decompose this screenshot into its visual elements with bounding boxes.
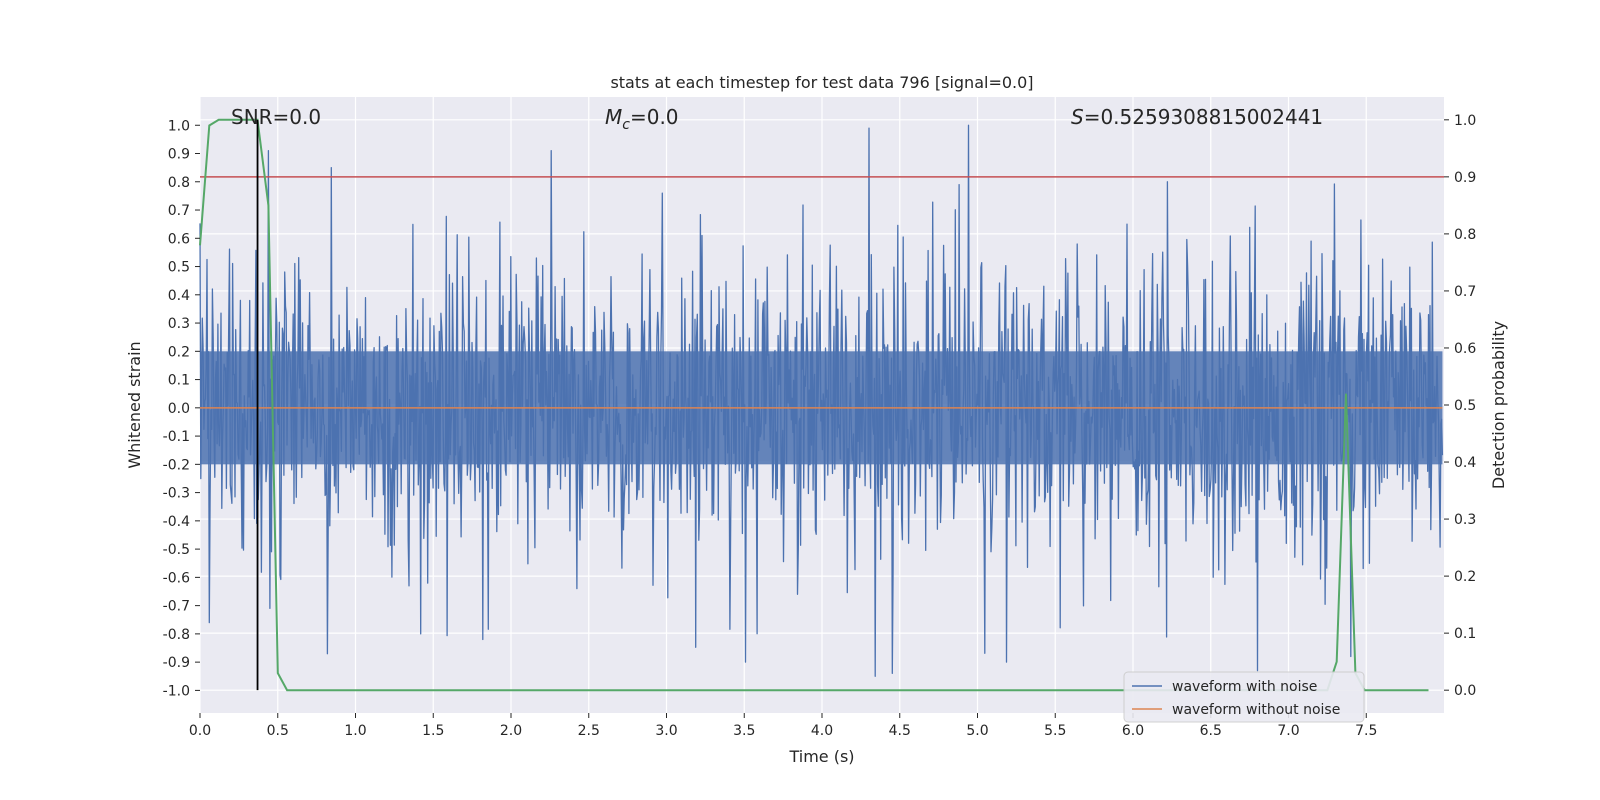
y2-tick-label: 0.3 — [1454, 512, 1476, 528]
score-annotation: S=0.5259308815002441 — [1071, 105, 1323, 129]
y2-tick-label: 1.0 — [1454, 113, 1476, 129]
x-tick-label: 5.0 — [966, 723, 988, 739]
y-tick-label: -0.3 — [163, 486, 190, 502]
y-tick-label: -0.2 — [163, 457, 190, 473]
y-tick-label: 0.0 — [168, 401, 190, 417]
y-tick-label: 0.3 — [168, 316, 190, 332]
x-tick-label: 5.5 — [1044, 723, 1066, 739]
y-tick-label: -0.6 — [163, 570, 190, 586]
x-tick-label: 2.5 — [578, 723, 600, 739]
mc-value: =0.0 — [630, 105, 679, 129]
x-tick-label: 0.5 — [267, 723, 289, 739]
y-tick-label: 0.1 — [168, 373, 190, 389]
mc-symbol: M — [605, 105, 622, 129]
legend-label: waveform with noise — [1172, 679, 1317, 695]
s-value: =0.5259308815002441 — [1084, 105, 1323, 129]
x-tick-label: 0.0 — [189, 723, 211, 739]
y-tick-label: 0.8 — [168, 175, 190, 191]
x-axis-label: Time (s) — [788, 747, 854, 766]
y-tick-label: 0.5 — [168, 260, 190, 276]
y2-tick-label: 0.0 — [1454, 683, 1476, 699]
chart-title: stats at each timestep for test data 796… — [610, 73, 1033, 92]
x-tick-label: 1.5 — [422, 723, 444, 739]
y-tick-label: 0.4 — [168, 288, 190, 304]
y2-tick-label: 0.5 — [1454, 398, 1476, 414]
y-tick-label: 0.7 — [168, 203, 190, 219]
legend-label: waveform without noise — [1172, 702, 1340, 718]
x-tick-label: 1.0 — [344, 723, 366, 739]
y-tick-label: 0.2 — [168, 344, 190, 360]
x-tick-label: 3.5 — [733, 723, 755, 739]
plot-series — [199, 118, 1444, 692]
y-tick-label: 0.9 — [168, 147, 190, 163]
x-tick-label: 7.5 — [1355, 723, 1377, 739]
y-axis-label: Whitened strain — [125, 341, 144, 468]
legend: waveform with noise waveform without nois… — [1123, 671, 1365, 723]
x-tick-label: 7.0 — [1277, 723, 1299, 739]
y-tick-label: -0.1 — [163, 429, 190, 445]
y2-tick-label: 0.7 — [1454, 284, 1476, 300]
y-tick-label: -0.4 — [163, 514, 190, 530]
mc-subscript: c — [622, 117, 630, 133]
y-tick-label: 0.6 — [168, 231, 190, 247]
x-tick-label: 3.0 — [655, 723, 677, 739]
y-tick-label: -0.7 — [163, 599, 190, 615]
x-tick-label: 6.0 — [1122, 723, 1144, 739]
y-tick-label: -0.9 — [163, 655, 190, 671]
legend-box — [1123, 671, 1365, 723]
y2-tick-label: 0.6 — [1454, 341, 1476, 357]
y2-tick-label: 0.2 — [1454, 569, 1476, 585]
y-tick-label: 1.0 — [168, 118, 190, 134]
x-tick-label: 6.5 — [1200, 723, 1222, 739]
y2-tick-label: 0.4 — [1454, 455, 1476, 471]
y2-tick-label: 0.8 — [1454, 227, 1476, 243]
chirp-mass-annotation: Mc=0.0 — [605, 105, 679, 133]
y2-tick-label: 0.1 — [1454, 626, 1476, 642]
snr-annotation: SNR=0.0 — [231, 105, 321, 129]
y2-tick-label: 0.9 — [1454, 170, 1476, 186]
y-tick-label: -0.5 — [163, 542, 190, 558]
y-tick-label: -0.8 — [163, 627, 190, 643]
x-tick-label: 2.0 — [500, 723, 522, 739]
x-tick-label: 4.0 — [811, 723, 833, 739]
series-detection-probability — [199, 118, 1429, 692]
axes: 0.0 0.5 1.0 1.5 2.0 2.5 3.0 3.5 4.0 4.5 5.0 5.5 6.0 6… — [163, 113, 1477, 739]
y2-axis-label: Detection probability — [1489, 321, 1508, 489]
s-symbol: S — [1071, 105, 1084, 129]
y-tick-label: -1.0 — [163, 683, 190, 699]
x-tick-label: 4.5 — [889, 723, 911, 739]
